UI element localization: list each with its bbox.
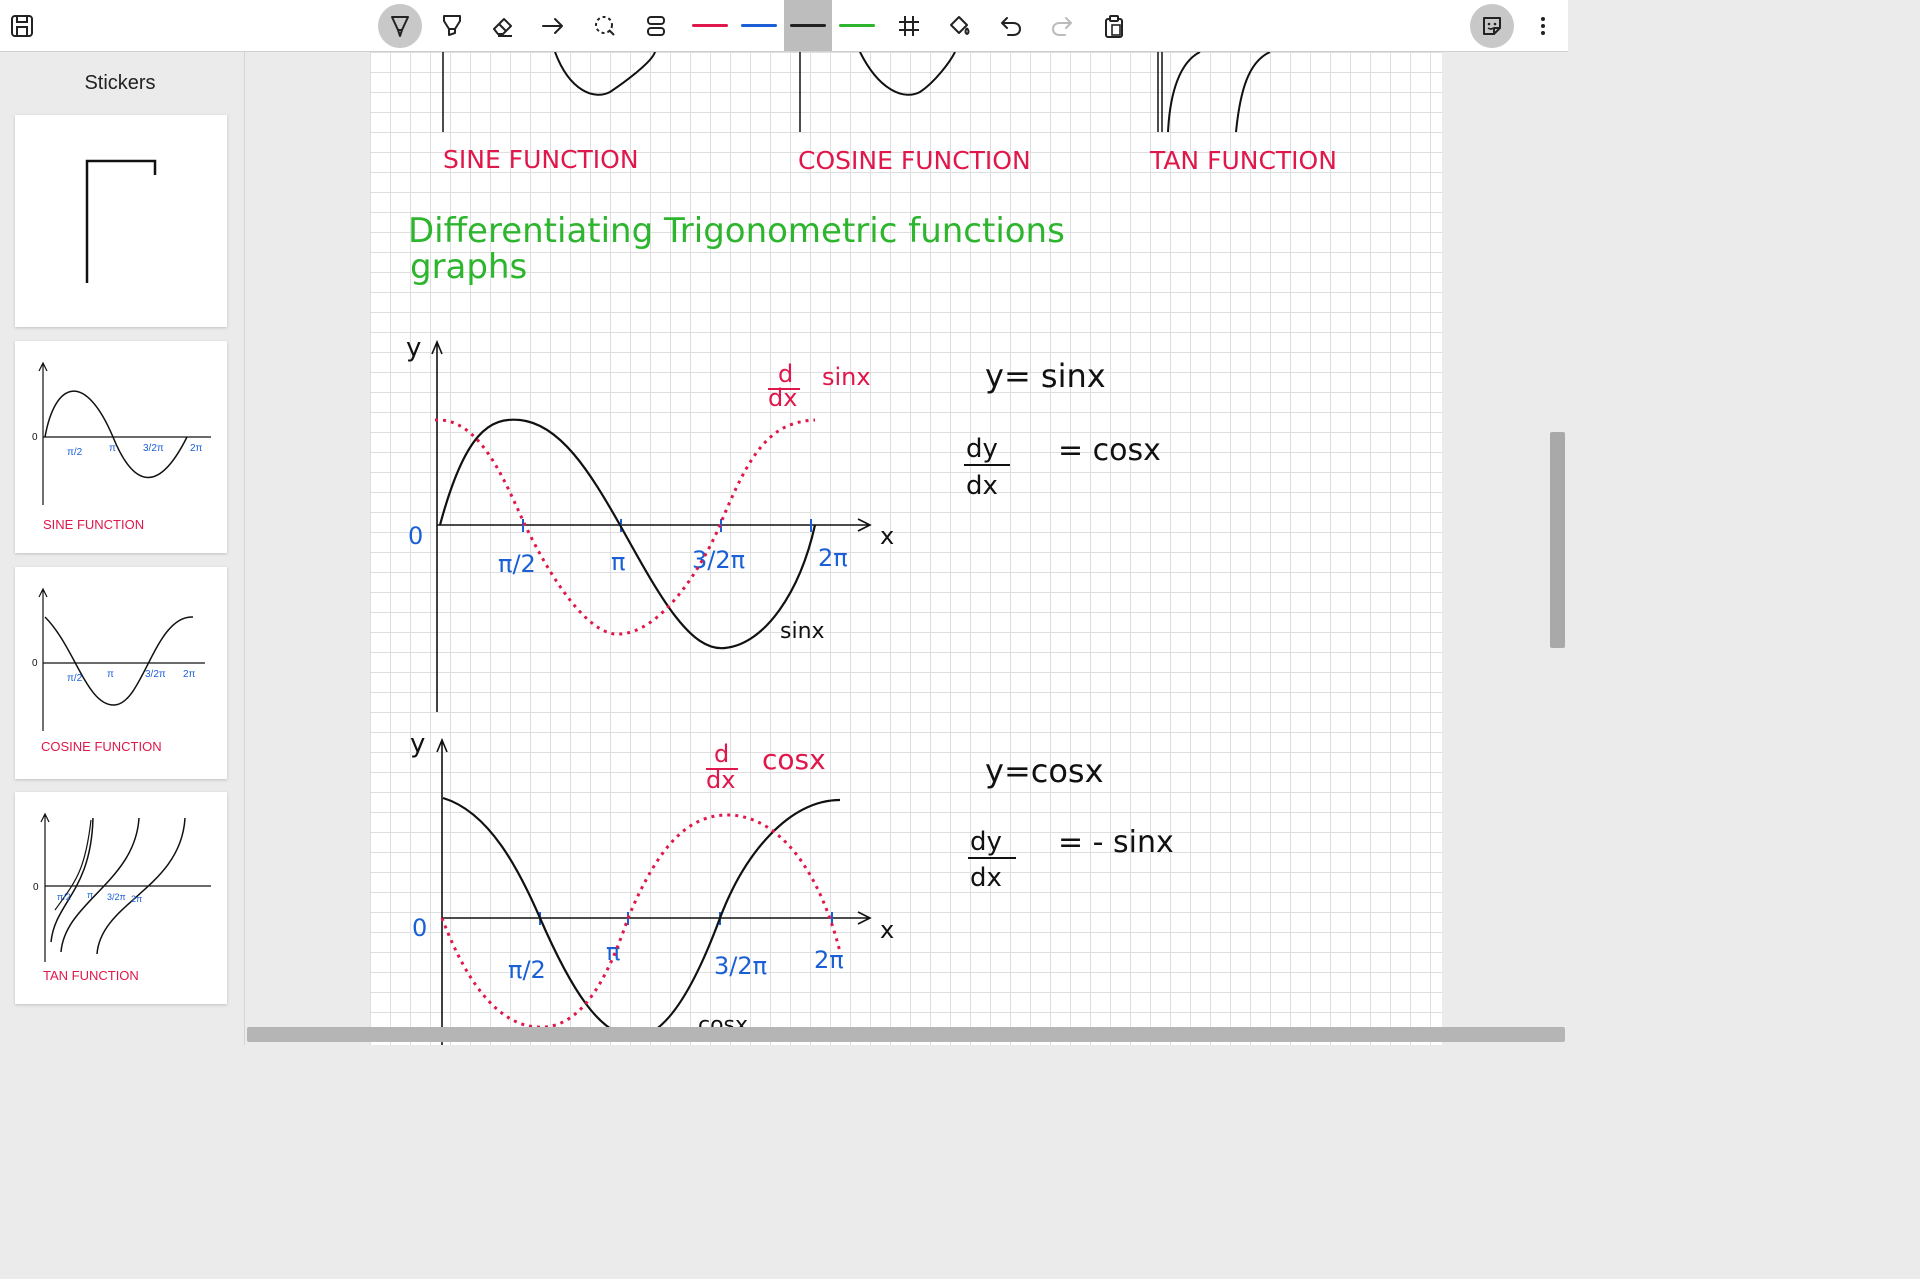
undo-icon[interactable] — [989, 4, 1033, 48]
origin-label: 0 — [408, 522, 423, 550]
grid-icon[interactable] — [887, 4, 931, 48]
eq-dx: dx — [970, 863, 1002, 893]
deriv-denominator: dx — [768, 384, 797, 412]
svg-text:2π: 2π — [131, 894, 142, 904]
origin-label: 0 — [412, 914, 427, 942]
heading-line-1: Differentiating Trigonometric functions — [408, 211, 1065, 251]
x-axis-label: x — [880, 522, 894, 550]
caption-sine-function: SINE FUNCTION — [443, 145, 639, 174]
eq-dx: dx — [966, 471, 998, 501]
more-icon[interactable] — [1521, 4, 1565, 48]
deriv-function: sinx — [822, 363, 871, 391]
arrow-icon[interactable] — [531, 4, 575, 48]
save-icon[interactable] — [0, 4, 44, 48]
tick-label: π — [611, 548, 625, 576]
svg-text:0: 0 — [33, 882, 39, 893]
tick-label: π/2 — [498, 550, 536, 578]
svg-text:3/2π: 3/2π — [107, 892, 126, 902]
eraser-icon[interactable] — [481, 4, 525, 48]
tick-label: 2π — [814, 946, 844, 974]
redo-icon[interactable] — [1040, 4, 1084, 48]
svg-text:0: 0 — [32, 432, 38, 443]
highlighter-icon[interactable] — [430, 4, 474, 48]
equation-derivative: = cosx — [1058, 433, 1161, 468]
panel-title: Stickers — [84, 72, 156, 94]
eq-dy: dy — [966, 434, 998, 464]
deriv-numerator: d — [714, 740, 729, 768]
eq-dy: dy — [970, 827, 1002, 857]
clipboard-icon[interactable] — [1092, 4, 1136, 48]
sticker-tan-function[interactable]: 0 π/2 π 3/2π 2π TAN FUNCTION — [15, 792, 227, 1004]
tick-label: π — [606, 938, 620, 966]
fill-icon[interactable] — [938, 4, 982, 48]
color-red-swatch[interactable] — [686, 0, 734, 51]
svg-text:0: 0 — [32, 658, 38, 669]
tick-label: 2π — [818, 544, 848, 572]
graph-sine-derivative: y x 0 π/2 π 3/2π 2π sinx d dx sinx y= si… — [406, 333, 1161, 712]
deriv-denominator: dx — [706, 766, 735, 794]
sticker-cosine-function[interactable]: 0 π/2 π 3/2π 2π COSINE FUNCTION — [15, 567, 227, 779]
svg-text:π: π — [109, 443, 116, 454]
sticker-icon[interactable] — [1470, 4, 1514, 48]
sticker-caption: COSINE FUNCTION — [41, 739, 162, 754]
svg-text:2π: 2π — [183, 669, 196, 680]
sticker-caption: SINE FUNCTION — [43, 517, 144, 532]
tick-label: π/2 — [508, 956, 546, 984]
canvas-area[interactable]: SINE FUNCTION COSINE FUNCTION TAN FUNCTI… — [245, 52, 1568, 1045]
tick-label: 3/2π — [714, 952, 767, 980]
svg-text:π: π — [107, 669, 114, 680]
color-green-swatch[interactable] — [833, 0, 881, 51]
shapes-icon[interactable] — [634, 4, 678, 48]
equation-derivative: = - sinx — [1058, 825, 1174, 860]
svg-text:π/2: π/2 — [67, 673, 83, 684]
equation-y: y= sinx — [985, 357, 1106, 395]
caption-cosine-function: COSINE FUNCTION — [798, 146, 1031, 175]
caption-tan-function: TAN FUNCTION — [1149, 146, 1337, 175]
horizontal-scrollbar[interactable] — [247, 1027, 1565, 1042]
pen-icon[interactable] — [378, 4, 422, 48]
stickers-panel: Stickers 0 π/2 π 3/2π 2π SINE FUNCTION 0… — [0, 52, 245, 1045]
notebook-page[interactable]: SINE FUNCTION COSINE FUNCTION TAN FUNCTI… — [370, 52, 1442, 1045]
lasso-icon[interactable] — [583, 4, 627, 48]
sticker-caption: TAN FUNCTION — [43, 968, 139, 983]
y-axis-label: y — [406, 333, 421, 363]
x-axis-label: x — [880, 916, 894, 944]
equation-y: y=cosx — [985, 752, 1104, 790]
svg-text:3/2π: 3/2π — [145, 669, 166, 680]
deriv-numerator: d — [778, 360, 793, 388]
svg-text:π/2: π/2 — [67, 447, 83, 458]
sticker-sine-function[interactable]: 0 π/2 π 3/2π 2π SINE FUNCTION — [15, 341, 227, 553]
heading-line-2: graphs — [410, 247, 527, 287]
y-axis-label: y — [410, 729, 425, 759]
svg-text:2π: 2π — [190, 443, 203, 454]
color-blue-swatch[interactable] — [735, 0, 783, 51]
tick-label: 3/2π — [692, 546, 745, 574]
svg-text:π/2: π/2 — [57, 892, 71, 902]
svg-text:3/2π: 3/2π — [143, 443, 164, 454]
graph-cosine-derivative: y x 0 π/2 π 3/2π 2π cosx d dx cosx y=cos… — [410, 729, 1174, 1045]
svg-text:π: π — [87, 890, 93, 900]
vertical-scrollbar[interactable] — [1550, 432, 1565, 648]
curve-label: sinx — [780, 619, 825, 644]
deriv-function: cosx — [762, 743, 826, 776]
toolbar — [0, 0, 1568, 52]
color-black-swatch[interactable] — [784, 0, 832, 51]
sticker-blank-axes[interactable] — [15, 115, 227, 327]
